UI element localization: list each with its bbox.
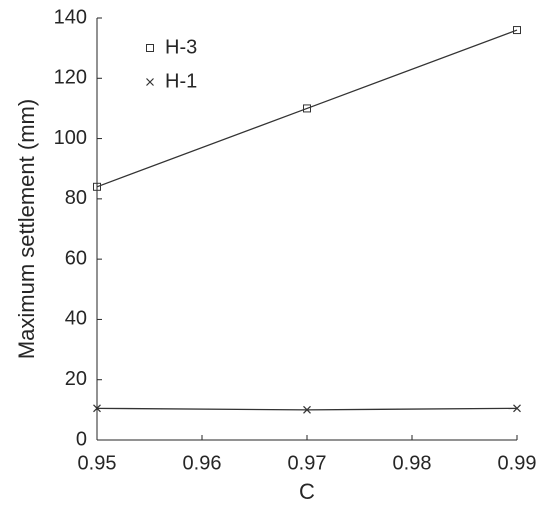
- x-axis-label: C: [299, 479, 315, 504]
- series-line: [96, 29, 518, 188]
- x-tick-label: 0.96: [183, 452, 222, 474]
- marker: [93, 404, 101, 413]
- legend-label: H-3: [165, 36, 197, 58]
- y-axis-label: Maximum settlement (mm): [14, 99, 39, 359]
- x-tick-label: 0.95: [78, 452, 117, 474]
- y-tick-label: 20: [65, 368, 87, 390]
- x-tick-label: 0.99: [498, 452, 537, 474]
- marker: [513, 404, 521, 413]
- x-tick-label: 0.98: [393, 452, 432, 474]
- y-tick-label: 140: [54, 6, 87, 28]
- marker: [93, 182, 101, 191]
- y-tick-label: 80: [65, 187, 87, 209]
- marker: [303, 405, 311, 414]
- marker: [146, 44, 154, 52]
- y-tick-label: 0: [76, 428, 87, 450]
- legend-label: H-1: [165, 70, 197, 92]
- marker: [146, 78, 154, 86]
- marker: [513, 26, 521, 35]
- x-tick-label: 0.97: [288, 452, 327, 474]
- y-tick-label: 100: [54, 127, 87, 149]
- marker: [303, 104, 311, 113]
- y-tick-label: 60: [65, 247, 87, 269]
- y-tick-label: 120: [54, 67, 87, 89]
- y-tick-label: 40: [65, 308, 87, 330]
